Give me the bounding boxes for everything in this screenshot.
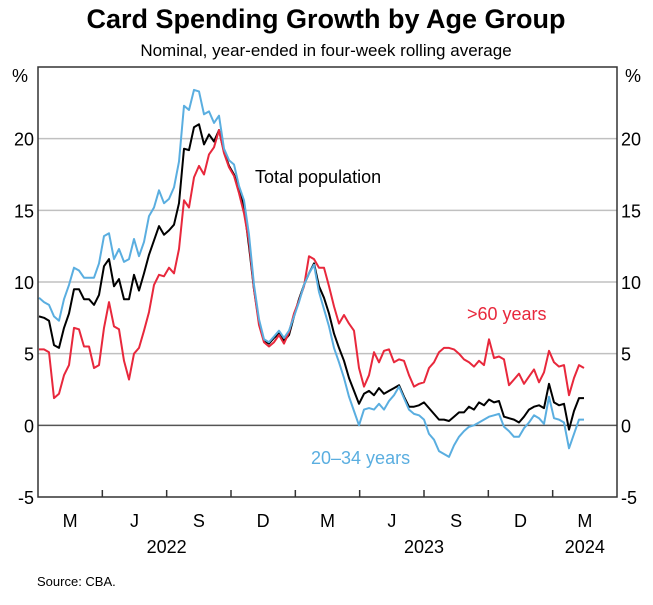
x-tick-label: D (257, 511, 270, 531)
series-line-60-years (39, 129, 585, 400)
x-axis-labels: M J S D M J S D M 2022 2023 2024 (63, 511, 605, 557)
y-tick-label-left: 20 (14, 130, 34, 150)
y-unit-right: % (625, 66, 641, 86)
x-tick-label: D (514, 511, 527, 531)
x-year-label: 2022 (147, 537, 187, 557)
x-tick-label: S (450, 511, 462, 531)
x-tick-label: S (193, 511, 205, 531)
y-tick-label-left: 15 (14, 201, 34, 221)
y-tick-label-right: -5 (621, 488, 637, 508)
chart-subtitle: Nominal, year-ended in four-week rolling… (140, 41, 511, 60)
x-tick-label: M (63, 511, 78, 531)
annotation-20-34: 20–34 years (311, 448, 410, 468)
y-tick-label-left: 0 (24, 416, 34, 436)
x-tick-label: J (130, 511, 139, 531)
source-note: Source: CBA. (37, 574, 116, 589)
y-tick-label-left: 10 (14, 273, 34, 293)
series-line-20-34-years (38, 88, 584, 458)
y-axis-left-labels: -5 0 5 10 15 20 (14, 130, 34, 508)
x-tick-label: J (387, 511, 396, 531)
y-axis-right-labels: -5 0 5 10 15 20 (621, 130, 641, 508)
annotation-over-60: >60 years (467, 304, 547, 324)
x-ticks (101, 490, 554, 497)
y-tick-label-left: 5 (24, 345, 34, 365)
x-year-label: 2024 (565, 537, 605, 557)
x-tick-label: M (577, 511, 592, 531)
gridlines (38, 137, 617, 355)
plot-frame (37, 66, 618, 498)
y-tick-label-right: 10 (621, 273, 641, 293)
x-tick-label: M (320, 511, 335, 531)
y-tick-label-left: -5 (18, 488, 34, 508)
series-group (38, 88, 585, 458)
y-tick-label-right: 20 (621, 130, 641, 150)
y-tick-label-right: 15 (621, 201, 641, 221)
y-unit-left: % (12, 66, 28, 86)
y-tick-label-right: 5 (621, 345, 631, 365)
x-year-label: 2023 (404, 537, 444, 557)
chart-title: Card Spending Growth by Age Group (87, 4, 566, 34)
y-tick-label-right: 0 (621, 416, 631, 436)
annotation-total-population: Total population (255, 167, 381, 187)
